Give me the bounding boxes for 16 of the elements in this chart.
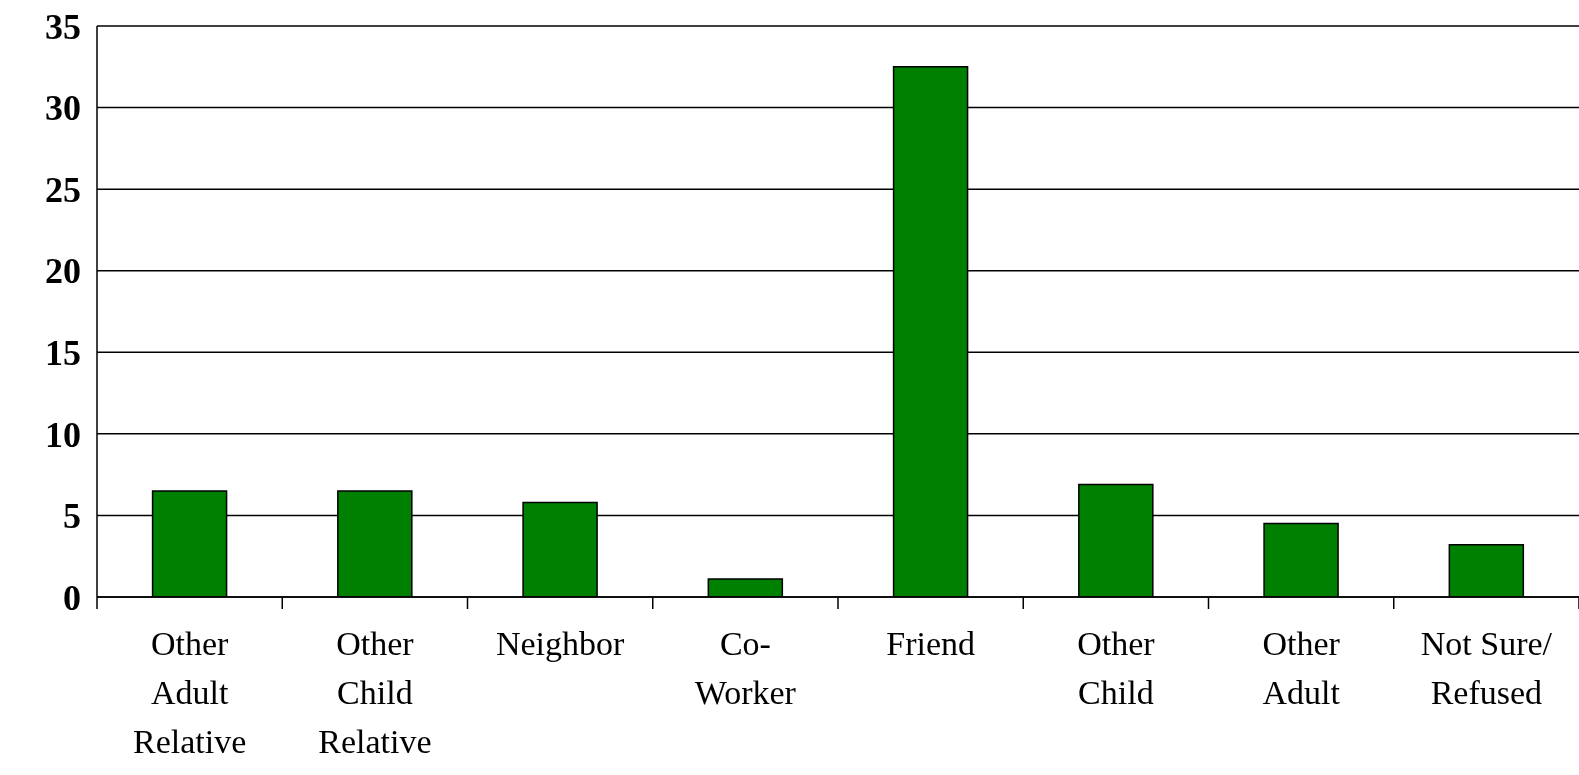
x-tick-label: Co-Worker — [694, 625, 797, 711]
x-tick-label: Friend — [886, 625, 976, 662]
y-tick-label: 35 — [45, 6, 81, 47]
y-tick-label: 0 — [63, 577, 81, 618]
y-tick-label: 5 — [63, 496, 81, 537]
x-tick-label: Other Child — [1077, 625, 1156, 711]
x-tick-label: Not Sure/Refused — [1420, 625, 1553, 711]
x-tick-label: Other Adult — [1262, 625, 1341, 711]
x-tick-label: Other Adult Relative — [132, 625, 247, 760]
x-tick-label: Other Child Relative — [318, 625, 432, 760]
x-tick-label: Neighbor — [495, 625, 625, 662]
y-tick-label: 10 — [45, 414, 81, 455]
y-tick-label: 30 — [45, 88, 81, 129]
y-tick-label: 15 — [45, 333, 81, 374]
y-tick-label: 25 — [45, 169, 81, 210]
y-tick-label: 20 — [45, 251, 81, 292]
